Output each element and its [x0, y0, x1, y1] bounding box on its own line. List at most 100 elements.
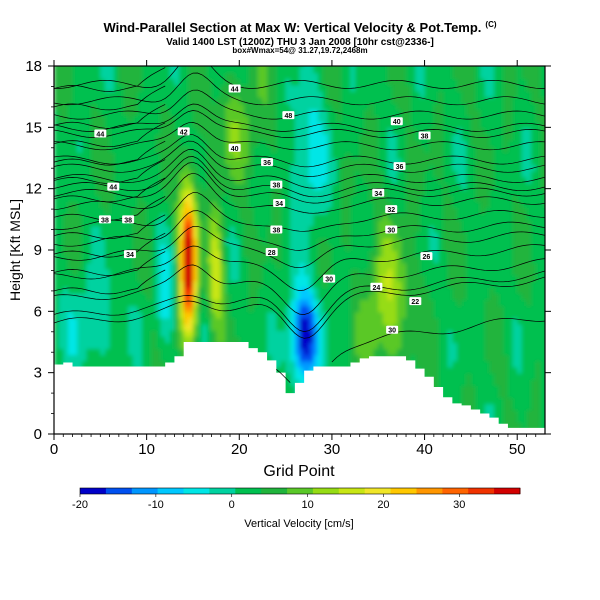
field-cell: [299, 200, 306, 208]
field-cell: [322, 72, 329, 80]
field-cell: [285, 292, 292, 300]
field-cell: [415, 280, 421, 288]
field-cell: [281, 286, 287, 294]
field-cell: [216, 90, 222, 98]
field-cell: [406, 299, 412, 307]
field-cell: [262, 305, 268, 313]
field-cell: [86, 299, 92, 307]
field-cell: [424, 127, 431, 135]
field-cell: [294, 317, 301, 325]
field-cell: [350, 311, 357, 319]
field-cell: [359, 170, 366, 178]
field-cell: [267, 231, 273, 239]
field-cell: [239, 170, 245, 178]
field-cell: [109, 268, 116, 276]
field-cell: [341, 360, 347, 368]
field-cell: [364, 90, 370, 98]
field-cell: [253, 102, 259, 110]
field-cell: [271, 72, 278, 80]
field-cell: [142, 219, 148, 227]
field-cell: [243, 219, 250, 227]
field-cell: [183, 115, 190, 123]
field-cell: [58, 96, 65, 104]
field-cell: [197, 90, 204, 98]
field-cell: [206, 176, 213, 184]
field-cell: [318, 286, 324, 294]
field-cell: [262, 78, 268, 86]
field-cell: [387, 348, 394, 356]
field-cell: [179, 188, 185, 196]
field-cell: [230, 207, 236, 215]
field-cell: [396, 305, 403, 313]
field-cell: [54, 256, 60, 264]
field-cell: [137, 164, 143, 172]
field-cell: [105, 188, 111, 196]
field-cell: [415, 188, 421, 196]
field-cell: [341, 200, 347, 208]
field-cell: [415, 207, 421, 215]
field-cell: [77, 133, 83, 141]
field-cell: [257, 317, 264, 325]
field-cell: [169, 127, 176, 135]
field-cell: [429, 323, 435, 331]
field-cell: [225, 237, 231, 245]
field-cell: [285, 176, 292, 184]
field-cell: [118, 108, 125, 116]
field-cell: [387, 121, 394, 129]
field-cell: [114, 188, 120, 196]
field-cell: [401, 274, 407, 282]
field-cell: [206, 311, 213, 319]
field-cell: [285, 286, 292, 294]
field-cell: [220, 231, 227, 239]
field-cell: [304, 176, 310, 184]
field-cell: [419, 188, 426, 196]
field-cell: [67, 170, 74, 178]
field-cell: [165, 115, 171, 123]
field-cell: [72, 133, 79, 141]
field-cell: [415, 182, 421, 190]
field-cell: [202, 182, 208, 190]
field-cell: [86, 280, 92, 288]
field-cell: [276, 329, 282, 337]
field-cell: [267, 164, 273, 172]
field-cell: [91, 225, 97, 233]
field-cell: [165, 145, 171, 153]
field-cell: [179, 66, 185, 74]
field-cell: [109, 305, 116, 313]
field-cell: [128, 292, 134, 300]
field-cell: [322, 200, 329, 208]
field-cell: [341, 311, 347, 319]
field-cell: [155, 182, 162, 190]
field-cell: [193, 176, 199, 184]
field-cell: [243, 127, 250, 135]
field-cell: [72, 78, 79, 86]
field-cell: [169, 280, 176, 288]
field-cell: [248, 151, 255, 159]
field-cell: [95, 139, 102, 147]
field-cell: [239, 305, 245, 313]
field-cell: [290, 200, 296, 208]
field-cell: [341, 188, 347, 196]
field-cell: [253, 268, 259, 276]
field-cell: [327, 182, 333, 190]
field-cell: [100, 145, 106, 153]
field-cell: [183, 299, 190, 307]
field-cell: [81, 268, 88, 276]
field-cell: [318, 200, 324, 208]
field-cell: [373, 200, 380, 208]
field-cell: [86, 360, 92, 368]
field-cell: [165, 299, 171, 307]
field-cell: [424, 84, 431, 92]
field-cell: [267, 305, 273, 313]
field-cell: [271, 164, 278, 172]
field-cell: [114, 72, 120, 80]
field-cell: [410, 72, 417, 80]
field-cell: [267, 66, 273, 74]
field-cell: [220, 311, 227, 319]
field-cell: [160, 158, 167, 166]
field-cell: [322, 342, 329, 350]
field-cell: [313, 354, 319, 362]
field-cell: [54, 127, 60, 135]
field-cell: [202, 213, 208, 221]
field-cell: [248, 280, 255, 288]
